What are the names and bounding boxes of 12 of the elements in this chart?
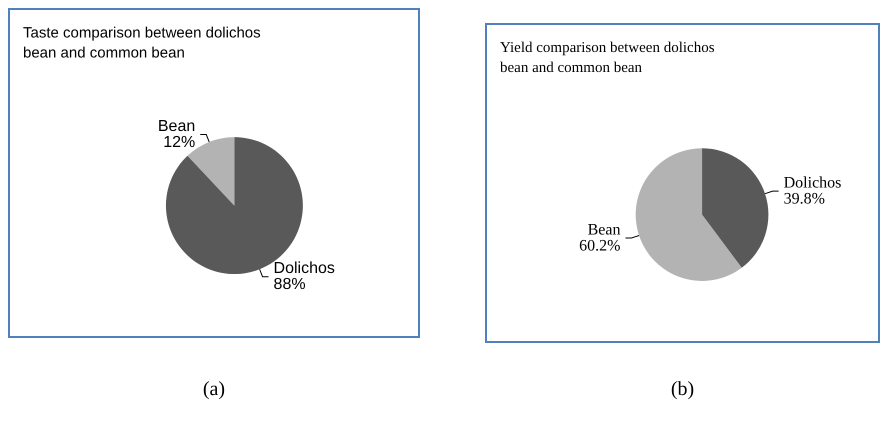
text: (b) — [670, 378, 696, 401]
slice-label: Bean — [588, 222, 620, 239]
data-label: 60.2% — [579, 238, 620, 255]
slice-label: Bean — [158, 118, 196, 136]
slice-label: Dolichos — [784, 174, 842, 192]
data-label: 12% — [163, 134, 196, 152]
chart-title: Yield comparison between dolichos bean and common bean — [500, 40, 715, 76]
slice-label: Dolichos — [274, 260, 335, 278]
text: (a) — [202, 378, 226, 401]
data-label: 88% — [274, 276, 306, 294]
data-label: 39.8% — [784, 190, 825, 208]
chart-title: Taste comparison between dolichos bean and common bean — [23, 24, 261, 62]
